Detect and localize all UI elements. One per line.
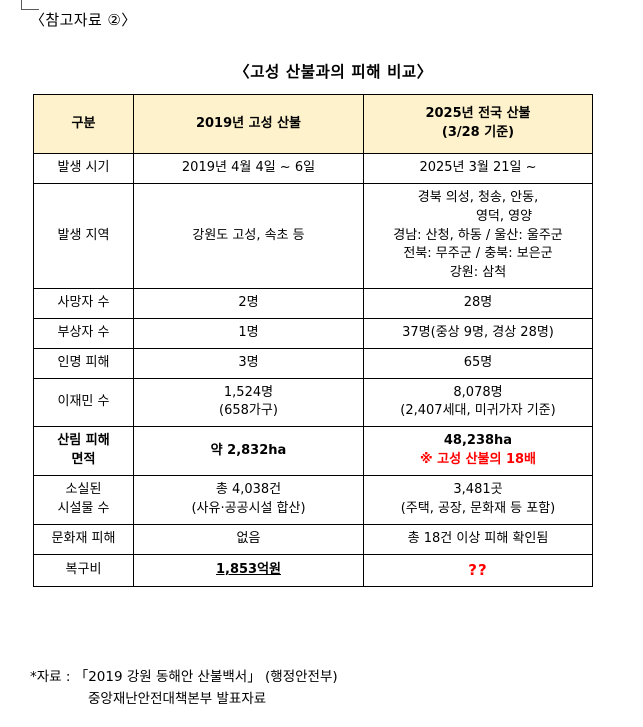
- table-row: 부상자 수 1명 37명(중상 9명, 경상 28명): [33, 317, 593, 349]
- column-header-category: 구분: [33, 94, 134, 154]
- cell-2019-displaced-main: 1,524명: [223, 384, 274, 400]
- page-title-text: 〈고성 산불과의 피해 비교〉: [234, 63, 433, 81]
- row-label-deaths: 사망자 수: [33, 288, 134, 319]
- cell-2025-casualties: 65명: [363, 347, 593, 379]
- row-label-destroyed-facilities: 소실된 시설물 수: [33, 474, 134, 525]
- cell-2025-displaced-sub: (2,407세대, 미귀가자 기준): [400, 403, 556, 419]
- cell-2019-occurrence-time: 2019년 4월 4일 ~ 6일: [133, 153, 364, 184]
- cell-2025-forest-damage-area-main: 48,238ha: [443, 433, 513, 449]
- cell-2025-displaced-main: 8,078명: [453, 384, 503, 400]
- region-line-2: 영덕, 영양: [475, 208, 533, 224]
- cell-2019-deaths: 2명: [133, 288, 364, 319]
- cell-2025-destroyed-facilities: 3,481곳 (주택, 공장, 문화재 등 포함): [363, 474, 593, 525]
- table-header: 구분 2019년 고성 산불 2025년 전국 산불 (3/28 기준): [33, 94, 593, 154]
- row-label-forest-damage-area-line2: 면적: [71, 452, 96, 468]
- region-line-3: 경남: 산청, 하동 / 울산: 울주군: [393, 227, 563, 243]
- cell-2025-displaced: 8,078명 (2,407세대, 미귀가자 기준): [363, 377, 593, 428]
- page-title: 〈고성 산불과의 피해 비교〉: [0, 60, 643, 82]
- cell-2019-injuries: 1명: [133, 317, 364, 349]
- cell-2019-casualties: 3명: [133, 347, 364, 379]
- row-label-casualties: 인명 피해: [33, 347, 134, 379]
- column-header-2025: 2025년 전국 산불 (3/28 기준): [363, 94, 593, 154]
- cell-2019-recovery-cost: 1,853억원: [133, 553, 364, 588]
- source-note-line1: *자료 : 「2019 강원 동해안 산불백서」 (행정안전부): [30, 669, 338, 685]
- cell-2019-displaced: 1,524명 (658가구): [133, 377, 364, 428]
- cell-2019-displaced-sub: (658가구): [219, 403, 278, 419]
- cell-2019-destroyed-facilities: 총 4,038건 (사유·공공시설 합산): [133, 474, 364, 525]
- cell-2025-recovery-cost: ??: [363, 553, 593, 588]
- table-row: 문화재 피해 없음 총 18건 이상 피해 확인됨: [33, 523, 593, 555]
- row-label-forest-damage-area-line1: 산림 피해: [57, 433, 110, 449]
- table-body: 발생 시기 2019년 4월 4일 ~ 6일 2025년 3월 21일 ~ 발생…: [33, 153, 593, 588]
- row-label-destroyed-facilities-line2: 시설물 수: [57, 500, 110, 516]
- source-note: *자료 : 「2019 강원 동해안 산불백서」 (행정안전부) 중앙재난안전대…: [30, 667, 338, 710]
- table-row: 복구비 1,853억원 ??: [33, 553, 593, 588]
- table-row: 산림 피해 면적 약 2,832ha 48,238ha ※ 고성 산불의 18배: [33, 426, 593, 476]
- table-row: 발생 지역 강원도 고성, 속초 등 경북 의성, 청송, 안동, 영덕, 영양…: [33, 182, 593, 290]
- cell-2025-destroyed-facilities-main: 3,481곳: [453, 481, 503, 497]
- cell-2025-injuries: 37명(중상 9명, 경상 28명): [363, 317, 593, 349]
- cell-2019-occurrence-region: 강원도 고성, 속초 등: [133, 182, 364, 290]
- cell-2025-destroyed-facilities-sub: (주택, 공장, 문화재 등 포함): [400, 500, 556, 516]
- cell-2025-cultural-heritage-damage: 총 18건 이상 피해 확인됨: [363, 523, 593, 555]
- region-line-4: 전북: 무주군 / 충북: 보은군: [403, 246, 553, 262]
- region-line-5: 강원: 삼척: [449, 265, 507, 281]
- column-header-2025-line1: 2025년 전국 산불: [425, 106, 531, 122]
- cell-2019-recovery-cost-value: 1,853억원: [215, 562, 282, 577]
- region-line-1: 경북 의성, 청송, 안동,: [417, 189, 539, 205]
- cell-2025-recovery-cost-value: ??: [468, 560, 488, 579]
- table-row: 소실된 시설물 수 총 4,038건 (사유·공공시설 합산) 3,481곳 (…: [33, 474, 593, 525]
- cell-2025-forest-damage-area-note: ※ 고성 산불의 18배: [419, 452, 537, 468]
- cell-2025-deaths: 28명: [363, 288, 593, 319]
- cell-2019-destroyed-facilities-main: 총 4,038건: [215, 481, 282, 497]
- cell-2019-destroyed-facilities-sub: (사유·공공시설 합산): [191, 500, 306, 516]
- row-label-forest-damage-area: 산림 피해 면적: [33, 426, 134, 476]
- table-row: 이재민 수 1,524명 (658가구) 8,078명 (2,407세대, 미귀…: [33, 377, 593, 428]
- table-header-row: 구분 2019년 고성 산불 2025년 전국 산불 (3/28 기준): [33, 94, 593, 154]
- row-label-destroyed-facilities-line1: 소실된: [65, 481, 102, 497]
- table-row: 사망자 수 2명 28명: [33, 288, 593, 319]
- comparison-table-container: 구분 2019년 고성 산불 2025년 전국 산불 (3/28 기준) 발생 …: [33, 94, 593, 588]
- row-label-injuries: 부상자 수: [33, 317, 134, 349]
- cell-2019-cultural-heritage-damage: 없음: [133, 523, 364, 555]
- cell-2025-occurrence-time: 2025년 3월 21일 ~: [363, 153, 593, 184]
- row-label-occurrence-region: 발생 지역: [33, 182, 134, 290]
- cell-2025-occurrence-region: 경북 의성, 청송, 안동, 영덕, 영양 경남: 산청, 하동 / 울산: 울…: [363, 182, 593, 290]
- table-row: 인명 피해 3명 65명: [33, 347, 593, 379]
- cell-2019-forest-damage-area: 약 2,832ha: [133, 426, 364, 476]
- comparison-table: 구분 2019년 고성 산불 2025년 전국 산불 (3/28 기준) 발생 …: [33, 94, 593, 588]
- cell-2025-forest-damage-area: 48,238ha ※ 고성 산불의 18배: [363, 426, 593, 476]
- page-corner-mark: [21, 0, 39, 10]
- column-header-2025-line2: (3/28 기준): [441, 125, 515, 140]
- table-row: 발생 시기 2019년 4월 4일 ~ 6일 2025년 3월 21일 ~: [33, 153, 593, 184]
- reference-label: 〈참고자료 ②〉: [30, 11, 137, 29]
- row-label-displaced: 이재민 수: [33, 377, 134, 428]
- row-label-recovery-cost: 복구비: [33, 553, 134, 588]
- row-label-occurrence-time: 발생 시기: [33, 153, 134, 184]
- column-header-2019: 2019년 고성 산불: [133, 94, 364, 154]
- source-note-line2: 중앙재난안전대책본부 발표자료: [88, 690, 267, 707]
- row-label-cultural-heritage-damage: 문화재 피해: [33, 523, 134, 555]
